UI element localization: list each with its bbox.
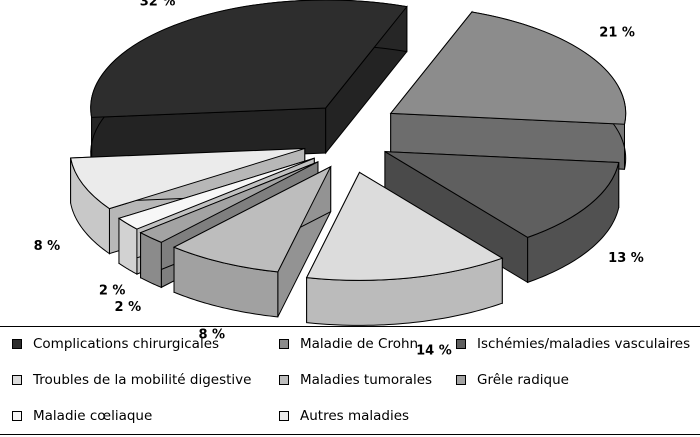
pie-slice-2 — [389, 10, 627, 170]
slice-top — [139, 161, 319, 243]
legend-label: Troubles de la mobilité digestive — [33, 372, 252, 388]
legend-swatch — [456, 375, 466, 385]
legend-item-maladie-coeliaque: Maladie cœliaque — [12, 407, 152, 425]
slice-top — [172, 165, 332, 273]
legend-label: Maladie cœliaque — [33, 408, 153, 424]
legend-swatch — [12, 339, 22, 349]
slice-value-label: 32 % — [140, 0, 176, 10]
legend-swatch — [279, 375, 289, 385]
legend-top-rule — [0, 326, 700, 327]
legend-label: Autres maladies — [300, 408, 410, 424]
slice-top — [384, 151, 620, 238]
slice-value-label: 13 % — [608, 251, 644, 266]
legend-label: Ischémies/maladies vasculaires — [477, 336, 691, 352]
slice-top — [90, 0, 408, 118]
slice-value-label: 8 % — [34, 239, 61, 254]
legend-label: Grêle radique — [477, 372, 569, 388]
legend-bottom-rule — [0, 434, 700, 435]
slice-value-label: 14 % — [416, 343, 452, 358]
legend-swatch — [456, 339, 466, 349]
slice-top — [70, 148, 305, 210]
legend-item-ischemies: Ischémies/maladies vasculaires — [456, 335, 690, 353]
slice-value-label: 21 % — [599, 25, 635, 40]
slice-value-label: 8 % — [198, 328, 225, 343]
legend-swatch — [279, 411, 289, 421]
legend-swatch — [12, 375, 22, 385]
pie-slice-1 — [90, 0, 408, 163]
legend-label: Maladies tumorales — [300, 372, 433, 388]
legend-label: Complications chirurgicales — [33, 336, 220, 352]
pie-slice-4 — [305, 171, 504, 326]
legend-item-grele-radique: Grêle radique — [456, 371, 569, 389]
legend-swatch — [279, 339, 289, 349]
legend-item-maladie-de-crohn: Maladie de Crohn — [279, 335, 418, 353]
legend-item-troubles-mobilite: Troubles de la mobilité digestive — [12, 371, 251, 389]
slice-value-label: 2 % — [115, 300, 142, 315]
slice-value-label: 2 % — [99, 284, 126, 299]
legend-item-autres-maladies: Autres maladies — [279, 407, 409, 425]
legend-item-maladies-tumorales: Maladies tumorales — [279, 371, 432, 389]
pie-slice-3 — [384, 150, 620, 284]
legend-item-complications-chirurgicales: Complications chirurgicales — [12, 335, 219, 353]
legend-swatch — [12, 411, 22, 421]
slice-top — [389, 11, 627, 125]
slice-top — [117, 157, 315, 230]
slice-top — [305, 171, 504, 281]
pie-slice-5 — [172, 165, 332, 318]
legend-label: Maladie de Crohn — [300, 336, 419, 352]
